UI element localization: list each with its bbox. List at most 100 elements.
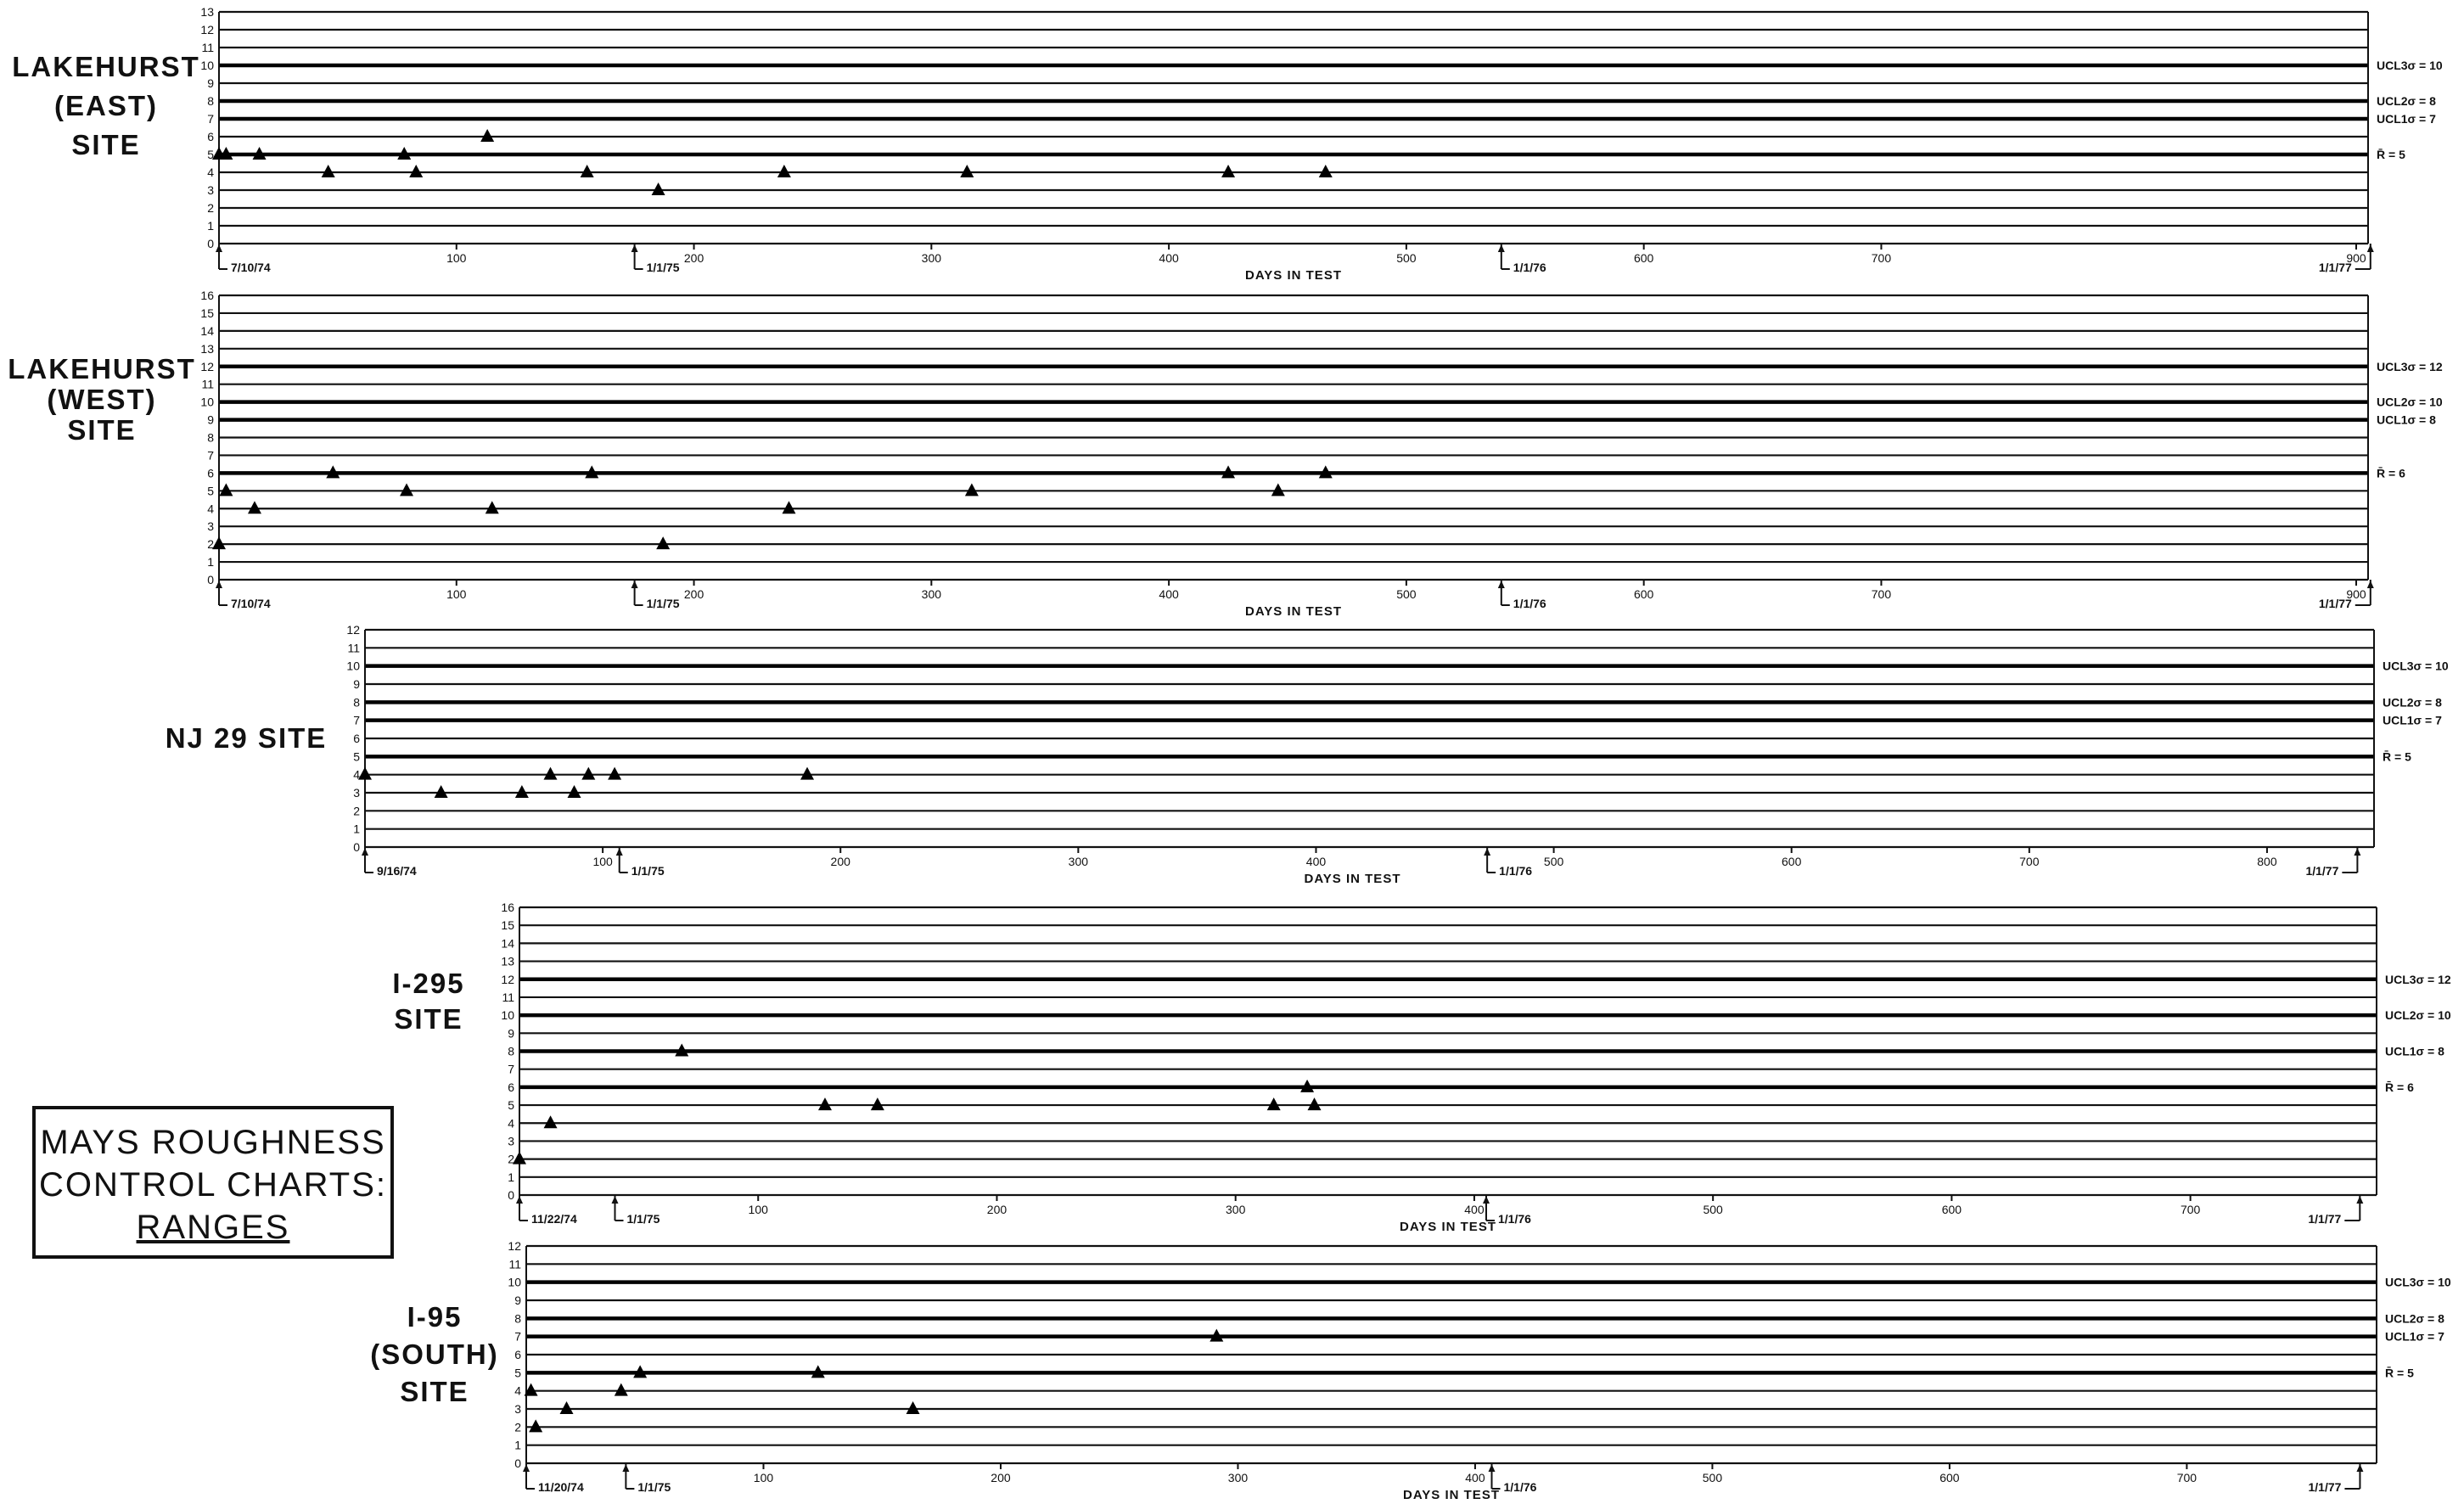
date-marker-label: 11/22/74 <box>531 1212 577 1226</box>
date-marker-label: 1/1/75 <box>647 597 680 610</box>
x-tick-label: 500 <box>1396 251 1417 265</box>
x-tick-label: 700 <box>2177 1471 2197 1484</box>
y-tick-label: 8 <box>207 94 214 108</box>
data-point <box>782 501 796 514</box>
y-tick-label: 8 <box>207 431 214 445</box>
y-tick-label: 6 <box>353 732 360 745</box>
data-point <box>656 536 671 550</box>
y-tick-label: 5 <box>508 1098 514 1112</box>
y-tick-label: 3 <box>514 1402 521 1416</box>
y-tick-label: 5 <box>207 484 214 497</box>
y-tick-label: 0 <box>353 840 360 854</box>
date-marker-arrow <box>1497 581 1505 588</box>
site-label: SITE <box>67 414 136 446</box>
date-marker-arrow <box>1484 848 1491 856</box>
x-tick-label: 500 <box>1544 855 1564 868</box>
y-tick-label: 11 <box>502 991 514 1004</box>
control-limit-label: UCL3σ = 10 <box>2385 1276 2451 1289</box>
data-point <box>1300 1079 1315 1092</box>
y-tick-label: 10 <box>200 59 214 72</box>
x-tick-label: 600 <box>1939 1471 1960 1484</box>
center-line-label: R̄ = 6 <box>2385 1080 2414 1094</box>
x-axis-title: DAYS IN TEST <box>1245 604 1342 619</box>
x-tick-label: 400 <box>1159 251 1179 265</box>
y-tick-label: 7 <box>514 1330 521 1344</box>
center-line-label: R̄ = 6 <box>2377 466 2405 480</box>
y-tick-label: 14 <box>200 324 214 338</box>
y-tick-label: 6 <box>514 1348 521 1361</box>
y-tick-label: 3 <box>207 519 214 533</box>
x-tick-label: 500 <box>1703 1203 1723 1216</box>
data-point <box>651 182 665 195</box>
date-marker-arrow <box>516 1196 523 1204</box>
data-point <box>1318 465 1333 479</box>
y-tick-label: 14 <box>501 936 514 950</box>
y-tick-label: 3 <box>207 183 214 197</box>
date-marker-arrow <box>2356 1464 2364 1472</box>
x-tick-label: 300 <box>1226 1203 1246 1216</box>
data-point <box>409 165 424 177</box>
x-tick-label: 200 <box>684 251 704 265</box>
date-marker-label: 1/1/75 <box>626 1212 659 1226</box>
y-tick-label: 7 <box>207 448 214 462</box>
y-tick-label: 5 <box>207 148 214 161</box>
data-point <box>485 501 499 514</box>
data-point <box>1210 1328 1224 1342</box>
control-limit-label: UCL1σ = 7 <box>2383 714 2442 727</box>
y-tick-label: 1 <box>514 1439 521 1452</box>
y-tick-label: 2 <box>207 201 214 215</box>
date-marker-label: 1/1/77 <box>2308 1212 2341 1226</box>
control-limit-label: UCL2σ = 10 <box>2377 396 2443 409</box>
date-marker-label: 1/1/77 <box>2305 864 2338 878</box>
date-marker-arrow <box>2366 244 2374 252</box>
date-marker-label: 1/1/76 <box>1504 1480 1537 1494</box>
y-tick-label: 4 <box>514 1384 521 1398</box>
y-tick-label: 6 <box>207 130 214 143</box>
y-tick-label: 13 <box>501 955 514 968</box>
site-label: (SOUTH) <box>370 1338 498 1370</box>
data-point <box>581 766 596 780</box>
site-label: SITE <box>71 129 140 160</box>
x-tick-label: 600 <box>1782 855 1802 868</box>
y-tick-label: 4 <box>508 1116 514 1130</box>
data-point <box>800 766 815 780</box>
date-marker-label: 1/1/77 <box>2319 597 2352 610</box>
data-point <box>434 785 448 798</box>
y-tick-label: 9 <box>353 677 360 691</box>
y-tick-label: 1 <box>508 1170 514 1184</box>
control-limit-label: UCL2σ = 8 <box>2383 695 2442 709</box>
y-tick-label: 7 <box>353 714 360 727</box>
y-tick-label: 2 <box>207 537 214 551</box>
y-tick-label: 0 <box>514 1456 521 1470</box>
y-tick-label: 11 <box>508 1257 521 1271</box>
data-point <box>1271 483 1285 497</box>
site-label: LAKEHURST <box>8 353 196 384</box>
control-limit-label: UCL2σ = 10 <box>2385 1008 2451 1022</box>
data-point <box>1307 1097 1322 1111</box>
y-tick-label: 3 <box>353 786 360 800</box>
data-point <box>219 483 233 497</box>
x-tick-label: 800 <box>2257 855 2277 868</box>
data-point <box>524 1383 538 1396</box>
y-tick-label: 12 <box>200 360 214 373</box>
x-tick-label: 300 <box>922 587 942 601</box>
y-tick-label: 13 <box>200 342 214 356</box>
date-marker-arrow <box>216 581 222 588</box>
y-tick-label: 15 <box>501 918 514 932</box>
y-tick-label: 7 <box>508 1063 514 1076</box>
date-marker-arrow <box>631 581 638 588</box>
date-marker-arrow <box>523 1464 530 1472</box>
date-marker-label: 1/1/77 <box>2319 261 2352 274</box>
data-point <box>543 766 558 780</box>
data-point <box>326 465 340 479</box>
data-point <box>1318 165 1333 177</box>
date-marker-arrow <box>2354 848 2361 856</box>
y-tick-label: 15 <box>200 306 214 320</box>
x-tick-label: 100 <box>754 1471 774 1484</box>
y-tick-label: 12 <box>346 623 360 637</box>
chart-2: LAKEHURST(WEST)SITE012345678910111213141… <box>8 289 2443 619</box>
x-tick-label: 900 <box>2346 251 2366 265</box>
y-tick-label: 1 <box>207 555 214 569</box>
